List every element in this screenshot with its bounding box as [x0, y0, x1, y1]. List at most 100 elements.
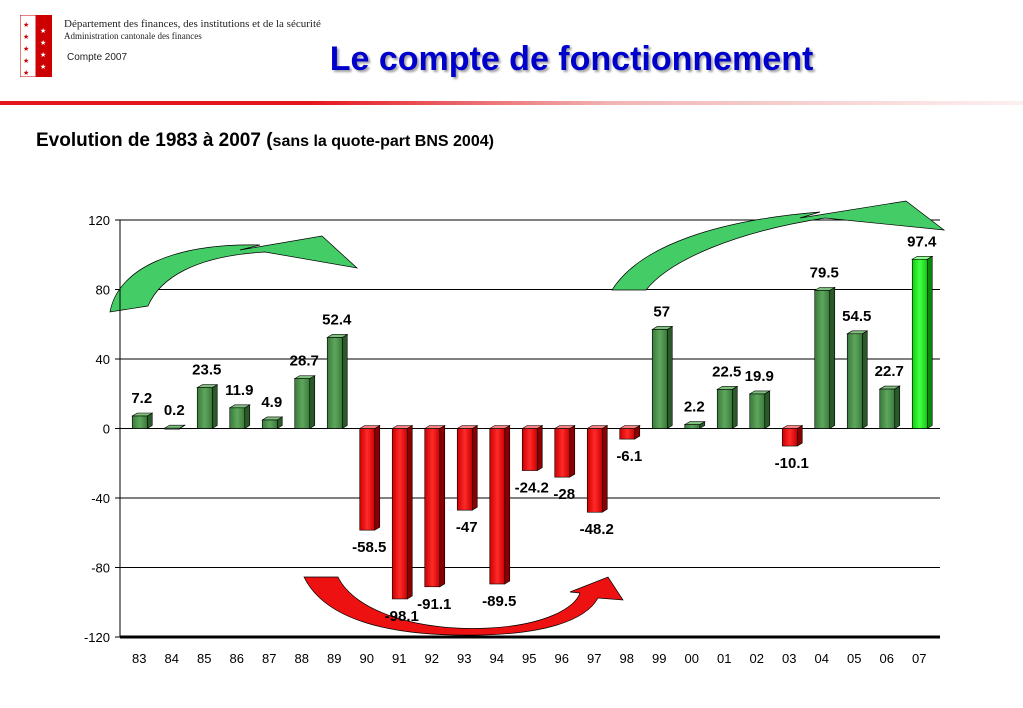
- rising-trend-arrow: [109, 235, 359, 313]
- page-title: Le compte de fonctionnement: [329, 40, 814, 78]
- bar-front: [131, 415, 148, 429]
- x-tick-label: 01: [717, 651, 731, 666]
- bar-front: [814, 290, 831, 429]
- bar-front: [619, 428, 636, 440]
- bar-front: [359, 428, 376, 531]
- bar: [293, 375, 316, 430]
- bar-side: [406, 424, 413, 600]
- y-tick-label: 120: [88, 213, 110, 228]
- x-tick-label: 94: [490, 651, 504, 666]
- chart-subtitle: Evolution de 1983 à 2007 (sans la quote-…: [36, 130, 494, 152]
- bar-side: [504, 424, 511, 585]
- x-tick-label: 02: [750, 651, 764, 666]
- svg-text:★: ★: [23, 45, 29, 53]
- bar-side: [894, 385, 901, 430]
- bar: [131, 412, 154, 430]
- data-label: 28.7: [290, 353, 319, 370]
- data-label: 2.2: [684, 399, 705, 416]
- bar: [813, 286, 836, 430]
- bar-front: [911, 258, 928, 429]
- bar: [326, 333, 349, 430]
- bar-front: [326, 337, 343, 429]
- bar-front: [196, 387, 213, 429]
- bar-side: [309, 375, 316, 430]
- bar: [358, 424, 381, 531]
- decline-trend-arrow: [303, 576, 624, 636]
- bar-front: [424, 428, 441, 588]
- bar-front: [716, 389, 733, 429]
- data-label: -10.1: [775, 455, 809, 472]
- data-label: 52.4: [322, 311, 352, 328]
- bar: [716, 385, 739, 430]
- chart-bars: [131, 255, 934, 600]
- x-tick-label: 04: [815, 651, 829, 666]
- bar-front: [489, 428, 506, 585]
- bar: [163, 424, 186, 430]
- y-tick-label: 40: [96, 352, 110, 367]
- header-divider: [0, 101, 1023, 105]
- data-label: 7.2: [131, 390, 152, 407]
- bar-side: [341, 333, 348, 430]
- bar: [683, 421, 706, 430]
- bar-side: [439, 424, 446, 588]
- bar: [748, 390, 771, 430]
- data-label: 0.2: [164, 402, 185, 419]
- bar: [423, 424, 446, 588]
- x-tick-label: 07: [912, 651, 926, 666]
- x-tick-label: 99: [652, 651, 666, 666]
- bar: [488, 424, 511, 585]
- data-label: 22.7: [875, 363, 904, 380]
- bar-front: [391, 428, 408, 600]
- data-label: 23.5: [192, 362, 221, 379]
- bar: [391, 424, 414, 600]
- data-label: 4.9: [261, 394, 282, 411]
- bar: [846, 330, 869, 430]
- data-label: -6.1: [616, 448, 642, 465]
- bar-side: [471, 424, 478, 511]
- chart-axes: 120 80 40 0 -40 -80 -120 83 84 85 86 87 88 89 90 91 92 93…: [84, 213, 940, 666]
- bar-front: [521, 428, 538, 471]
- subtitle-main: Evolution de 1983 à 2007 (: [36, 130, 273, 151]
- x-tick-label: 93: [457, 651, 471, 666]
- bar-side: [731, 385, 738, 430]
- data-label: 97.4: [907, 233, 937, 250]
- svg-text:★: ★: [23, 69, 29, 77]
- bar-front: [586, 428, 603, 513]
- svg-text:★: ★: [23, 57, 29, 65]
- data-label: -28: [553, 486, 575, 503]
- svg-text:★: ★: [40, 63, 46, 71]
- data-labels: 7.2 0.2 23.511.9 4.9 28.7 52.4 -58.5 -98.1-91.1…: [131, 233, 937, 625]
- bar-front: [164, 427, 181, 430]
- bar: [521, 424, 544, 472]
- x-tick-label: 91: [392, 651, 406, 666]
- x-tick-label: 84: [165, 651, 179, 666]
- recovery-trend-arrow: [611, 200, 946, 291]
- bar: [618, 424, 641, 440]
- bar-side: [374, 424, 381, 531]
- svg-text:★: ★: [40, 51, 46, 59]
- bar-top: [163, 424, 186, 429]
- y-tick-label: -120: [84, 630, 110, 645]
- svg-text:★: ★: [40, 39, 46, 47]
- bar-side: [861, 330, 868, 430]
- x-tick-label: 85: [197, 651, 211, 666]
- x-tick-label: 00: [685, 651, 699, 666]
- x-tick-label: 98: [620, 651, 634, 666]
- x-tick-label: 86: [230, 651, 244, 666]
- x-tick-label: 96: [555, 651, 569, 666]
- bar-side: [211, 384, 218, 430]
- bar: [456, 424, 479, 511]
- bar-side: [569, 424, 576, 478]
- bar-side: [926, 255, 933, 430]
- bar-front: [781, 428, 798, 447]
- data-label: 19.9: [745, 368, 774, 385]
- data-label: -24.2: [515, 480, 549, 497]
- bar-front: [294, 378, 311, 429]
- bar: [586, 424, 609, 513]
- data-label: -48.2: [580, 521, 614, 538]
- bar-front: [554, 428, 571, 478]
- bar-side: [666, 325, 673, 430]
- x-tick-label: 88: [295, 651, 309, 666]
- x-tick-label: 05: [847, 651, 861, 666]
- subtitle-note: sans la quote-part BNS 2004): [272, 133, 494, 150]
